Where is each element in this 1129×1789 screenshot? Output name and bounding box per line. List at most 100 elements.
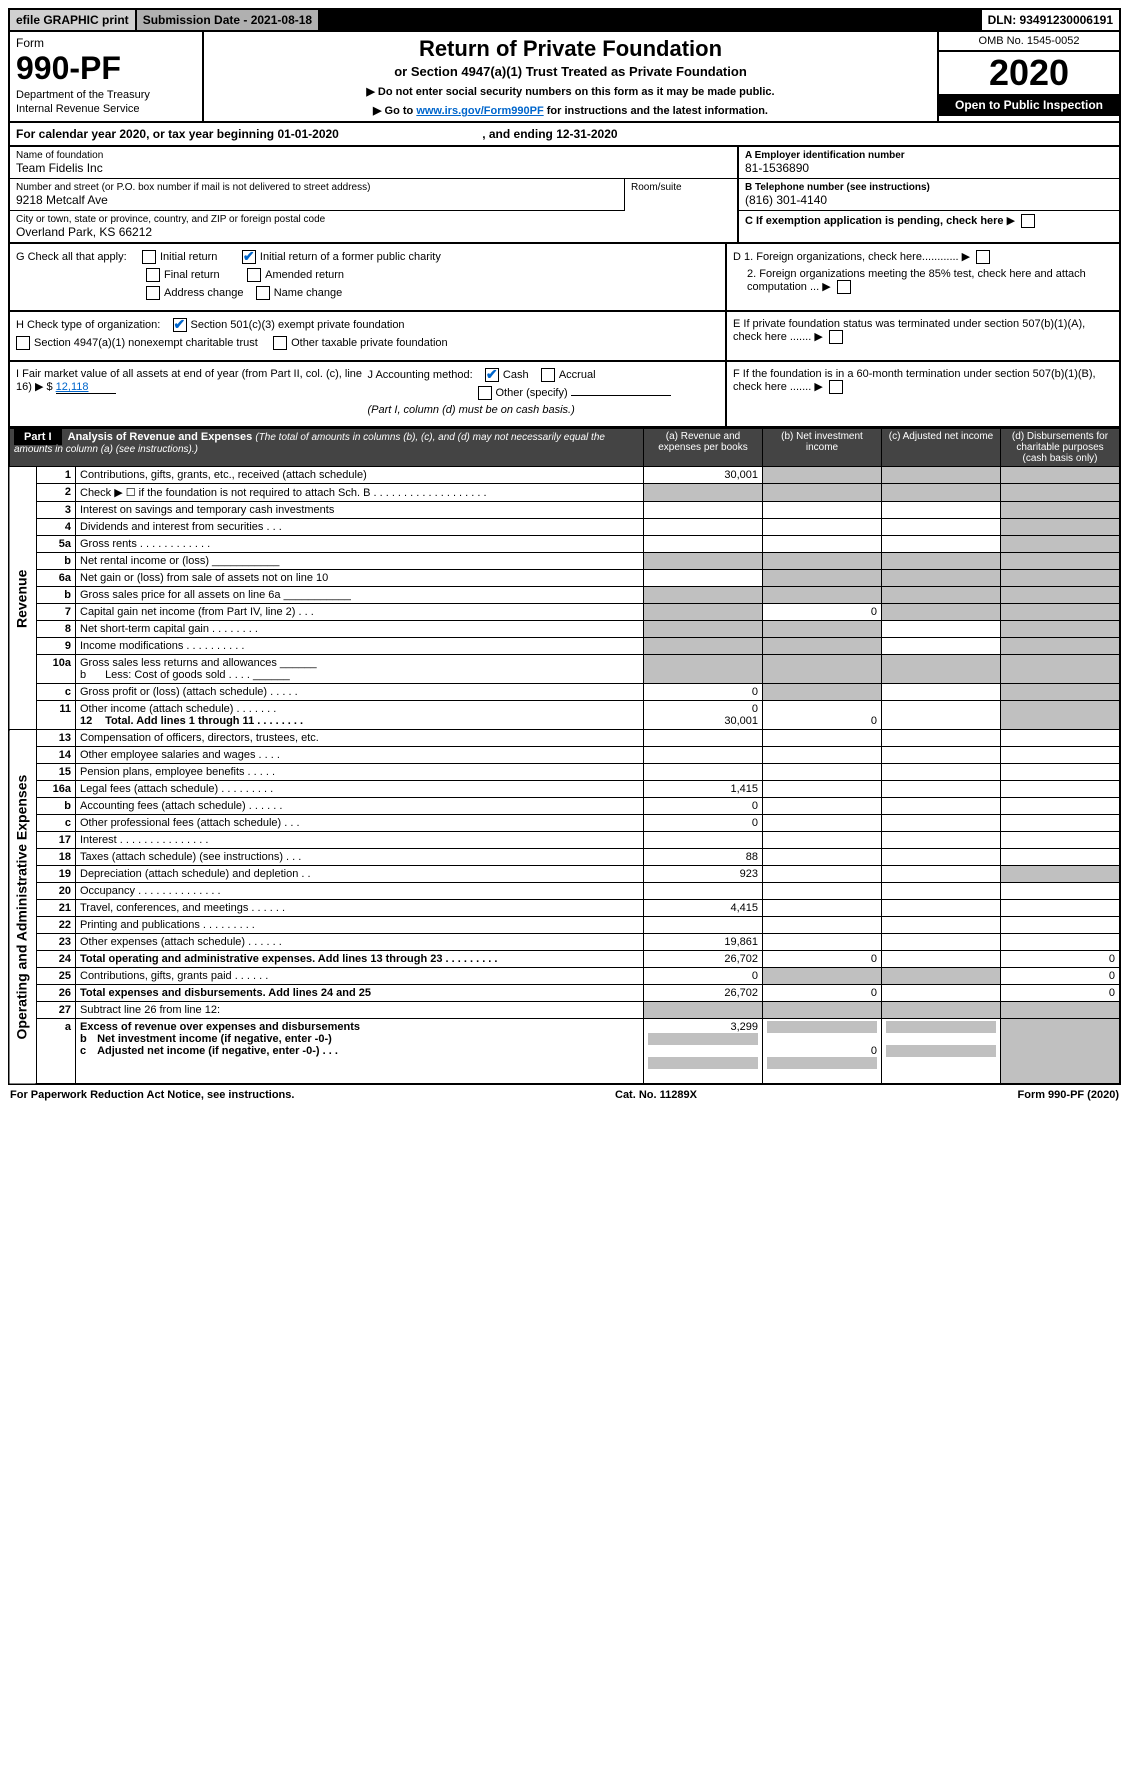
addr-change-checkbox[interactable] (146, 286, 160, 300)
line-amt-a: 923 (644, 866, 763, 883)
line-desc: Accounting fees (attach schedule) . . . … (76, 798, 644, 815)
line-amt-c (882, 883, 1001, 900)
grey-cell (763, 570, 882, 587)
grey-cell (763, 655, 882, 684)
submission-date: Submission Date - 2021-08-18 (137, 10, 320, 30)
cal-end: 12-31-2020 (556, 127, 617, 141)
name-change-checkbox[interactable] (256, 286, 270, 300)
line-amt-b (763, 798, 882, 815)
initial-former-checkbox[interactable] (242, 250, 256, 264)
line-num: 11 (37, 701, 76, 730)
line-desc: Gross rents . . . . . . . . . . . . (76, 536, 644, 553)
line-amt-d (1001, 747, 1121, 764)
grey-cell (644, 553, 763, 570)
line-amt-a (644, 536, 763, 553)
revenue-label: Revenue (9, 467, 37, 730)
line-amt-a: 0 (644, 815, 763, 832)
cash-checkbox[interactable] (485, 368, 499, 382)
grey-cell (763, 684, 882, 701)
d2-row: 2. Foreign organizations meeting the 85%… (733, 268, 1113, 294)
initial-return-checkbox[interactable] (142, 250, 156, 264)
line-num: 4 (37, 519, 76, 536)
final-return-checkbox[interactable] (146, 268, 160, 282)
header-right: OMB No. 1545-0052 2020 Open to Public In… (937, 32, 1119, 121)
line-amt-b (763, 883, 882, 900)
line-amt-b (763, 747, 882, 764)
f-checkbox[interactable] (829, 380, 843, 394)
grey-cell (644, 621, 763, 638)
accrual-label: Accrual (559, 369, 596, 381)
other-method-label: Other (specify) (496, 387, 568, 399)
line-amt-c (882, 638, 1001, 655)
line-num: 13 (37, 730, 76, 747)
line-amt-a: 26,702 (644, 951, 763, 968)
line-num: 19 (37, 866, 76, 883)
other-method-checkbox[interactable] (478, 386, 492, 400)
line-amt-c (882, 985, 1001, 1002)
tax-year: 2020 (939, 52, 1119, 94)
i-value: 12,118 (56, 381, 116, 394)
grey-cell (644, 604, 763, 621)
table-row: 17Interest . . . . . . . . . . . . . . . (9, 832, 1120, 849)
table-row: 15Pension plans, employee benefits . . .… (9, 764, 1120, 781)
line-desc: Gross profit or (loss) (attach schedule)… (76, 684, 644, 701)
line-num: 17 (37, 832, 76, 849)
line-num: 21 (37, 900, 76, 917)
part1-header-row: Part I Analysis of Revenue and Expenses … (9, 429, 1120, 467)
grey-cell (1001, 1002, 1121, 1019)
501c3-checkbox[interactable] (173, 318, 187, 332)
table-row: 11Other income (attach schedule) . . . .… (9, 701, 1120, 730)
line-amt-c (882, 866, 1001, 883)
d1-checkbox[interactable] (976, 250, 990, 264)
c-checkbox[interactable] (1021, 214, 1035, 228)
4947-checkbox[interactable] (16, 336, 30, 350)
line-num: 8 (37, 621, 76, 638)
d2-checkbox[interactable] (837, 280, 851, 294)
e-checkbox[interactable] (829, 330, 843, 344)
grey-cell (1001, 467, 1121, 484)
grey-cell (882, 484, 1001, 502)
arrow-icon (814, 331, 825, 343)
table-row: 16aLegal fees (attach schedule) . . . . … (9, 781, 1120, 798)
line-amt-d (1001, 832, 1121, 849)
table-row: 10aGross sales less returns and allowanc… (9, 655, 1120, 684)
entity-info: Name of foundation Team Fidelis Inc Numb… (8, 147, 1121, 244)
line-amt-d (1001, 815, 1121, 832)
grey-cell (644, 587, 763, 604)
amended-label: Amended return (265, 269, 344, 281)
grey-cell (882, 604, 1001, 621)
line-amt-a: 88 (644, 849, 763, 866)
accrual-checkbox[interactable] (541, 368, 555, 382)
line-desc: Dividends and interest from securities .… (76, 519, 644, 536)
line-num: 27 (37, 1002, 76, 1019)
initial-return-label: Initial return (160, 251, 217, 263)
street-cell: Number and street (or P.O. box number if… (10, 179, 625, 211)
line-amt-a (644, 747, 763, 764)
form-number: 990-PF (16, 50, 196, 87)
arrow-icon (1007, 215, 1018, 227)
line-desc: Contributions, gifts, grants paid . . . … (76, 968, 644, 985)
line-amt-a (644, 730, 763, 747)
grey-cell (882, 1002, 1001, 1019)
line-amt-b: 0 (763, 701, 882, 730)
grey-cell (882, 570, 1001, 587)
irs-link[interactable]: www.irs.gov/Form990PF (416, 105, 543, 117)
city-value: Overland Park, KS 66212 (16, 225, 731, 239)
other-taxable-checkbox[interactable] (273, 336, 287, 350)
line-desc: Gross sales price for all assets on line… (76, 587, 644, 604)
header-center: Return of Private Foundation or Section … (204, 32, 937, 121)
line-amt-a: 0 (644, 684, 763, 701)
room-cell: Room/suite (625, 179, 737, 211)
city-label: City or town, state or province, country… (16, 214, 731, 225)
part1-tag: Part I (14, 429, 62, 445)
open-to-public: Open to Public Inspection (939, 94, 1119, 116)
amended-checkbox[interactable] (247, 268, 261, 282)
line-desc: Interest . . . . . . . . . . . . . . . (76, 832, 644, 849)
entity-left: Name of foundation Team Fidelis Inc Numb… (10, 147, 737, 242)
line-amt-b (763, 900, 882, 917)
table-row: bGross sales price for all assets on lin… (9, 587, 1120, 604)
line-desc: Check ▶ ☐ if the foundation is not requi… (76, 484, 644, 502)
grey-cell (763, 587, 882, 604)
grey-cell (763, 968, 882, 985)
d1-row: D 1. Foreign organizations, check here..… (733, 250, 1113, 264)
